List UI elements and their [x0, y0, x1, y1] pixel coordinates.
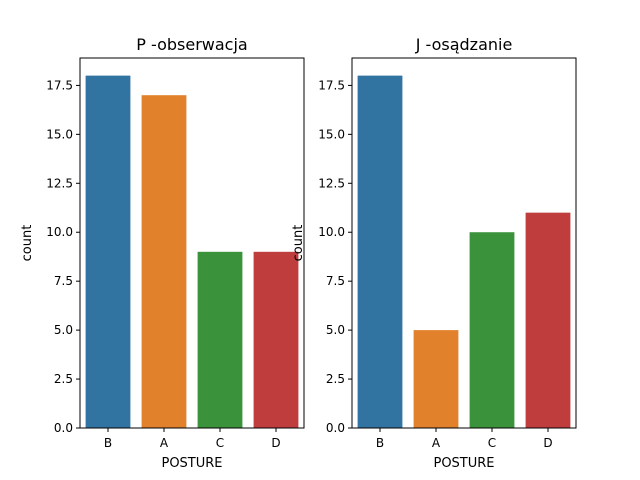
y-ticks: 0.0 2.5 5.0 7.5 10.0 12.5 15.0 17.5: [46, 78, 80, 435]
y-ticks: 0.0 2.5 5.0 7.5 10.0 12.5 15.0 17.5: [318, 78, 352, 435]
bar-C: [469, 232, 515, 428]
x-tick-label: B: [376, 436, 384, 450]
bar-D: [525, 212, 571, 428]
chart-title: J -osądzanie: [415, 35, 513, 54]
bars: [357, 75, 571, 428]
y-tick-label: 15.0: [46, 127, 73, 141]
plot-frame: [351, 57, 577, 429]
x-tick-label: B: [104, 436, 112, 450]
y-tick-label: 2.5: [326, 372, 345, 386]
x-tick-label: D: [543, 436, 552, 450]
bar-A: [141, 95, 187, 428]
x-tick-label: D: [271, 436, 280, 450]
x-axis-label: POSTURE: [161, 456, 222, 471]
bar-B: [357, 75, 403, 428]
x-axis-label: POSTURE: [433, 456, 494, 471]
y-tick-label: 15.0: [318, 127, 345, 141]
y-tick-label: 0.0: [326, 421, 345, 435]
y-tick-label: 10.0: [318, 225, 345, 239]
y-tick-label: 17.5: [318, 78, 345, 92]
y-tick-label: 12.5: [318, 176, 345, 190]
x-tick-label: C: [216, 436, 224, 450]
y-tick-label: 5.0: [54, 323, 73, 337]
bar-B: [85, 75, 131, 428]
y-tick-label: 2.5: [54, 372, 73, 386]
y-tick-label: 7.5: [54, 274, 73, 288]
bar-A: [413, 330, 459, 428]
x-tick-label: C: [488, 436, 496, 450]
chart-right: J -osądzanie POSTURE count 0.0 2.5 5.0 7.5 1…: [291, 35, 577, 471]
y-tick-label: 12.5: [46, 176, 73, 190]
y-tick-label: 0.0: [54, 421, 73, 435]
y-tick-label: 10.0: [46, 225, 73, 239]
x-tick-label: A: [432, 436, 441, 450]
y-axis-label: count: [291, 225, 306, 262]
bar-D: [253, 251, 299, 428]
chart-title: P -obserwacja: [136, 35, 247, 54]
plot-frame: [79, 57, 305, 429]
chart-left: P -obserwacja POSTURE count 0.0 2.5 5.0 7.5…: [20, 35, 305, 471]
y-axis-label: count: [20, 225, 35, 262]
bars: [85, 75, 299, 428]
y-tick-label: 7.5: [326, 274, 345, 288]
bar-C: [197, 251, 243, 428]
y-tick-label: 17.5: [46, 78, 73, 92]
y-tick-label: 5.0: [326, 323, 345, 337]
x-tick-label: A: [160, 436, 169, 450]
